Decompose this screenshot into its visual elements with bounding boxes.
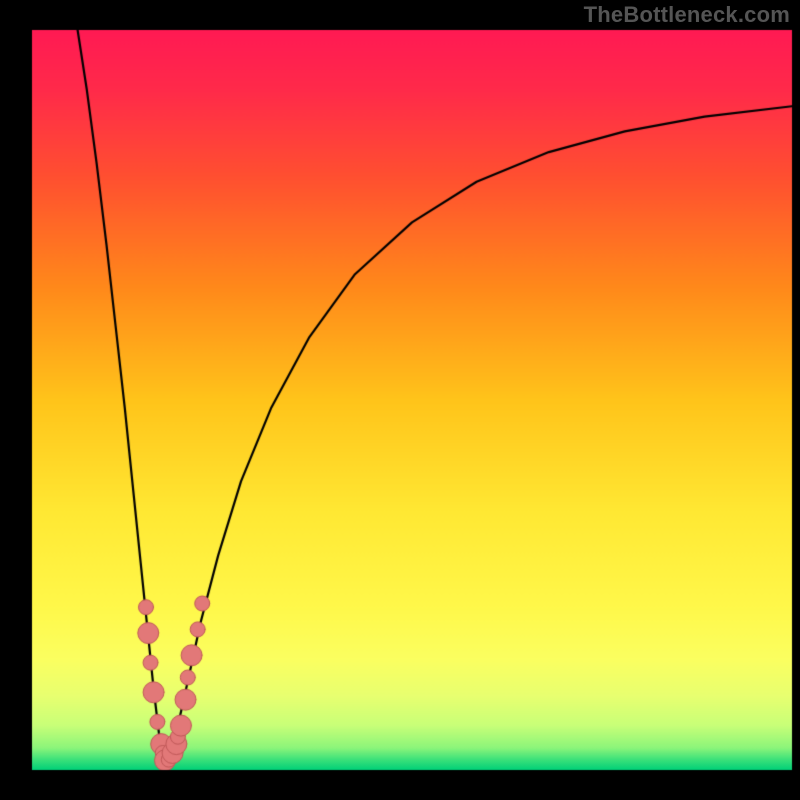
chart-stage: TheBottleneck.com xyxy=(0,0,800,800)
watermark-text: TheBottleneck.com xyxy=(584,2,790,28)
bottleneck-chart-canvas xyxy=(0,0,800,800)
